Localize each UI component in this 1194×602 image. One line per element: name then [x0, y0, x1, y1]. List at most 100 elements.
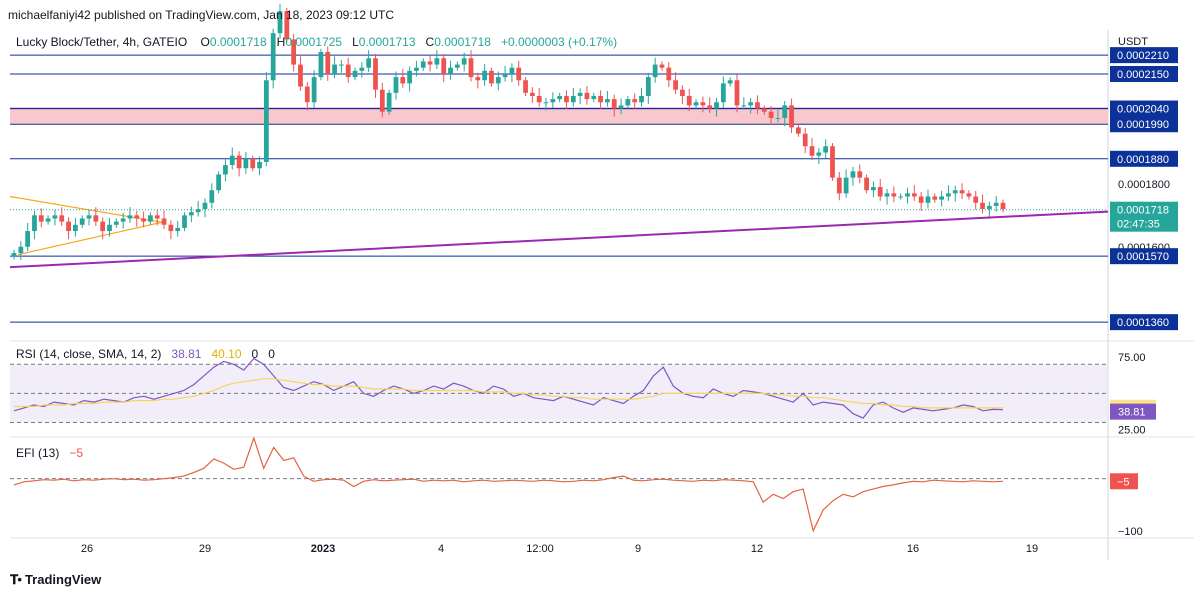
candle-body — [789, 105, 794, 128]
candle-body — [52, 215, 58, 219]
level-price-tag — [1110, 314, 1178, 331]
candle-body — [441, 58, 447, 74]
candle-body — [127, 215, 133, 219]
candle-body — [741, 105, 747, 107]
efi-value-tag — [1110, 473, 1138, 490]
candle-body — [816, 152, 822, 156]
high-value: 0.0001725 — [285, 35, 343, 49]
symbol-title[interactable]: Lucky Block/Tether, 4h, GATEIO — [16, 35, 188, 49]
candle-body — [625, 99, 631, 106]
time-tick-label: 26 — [81, 543, 93, 555]
low-label: L — [352, 35, 359, 49]
open-label: O — [200, 35, 210, 49]
level-price-label: 0.0002210 — [1117, 50, 1169, 62]
candle-body — [768, 111, 774, 118]
efi-legend[interactable]: EFI (13) −5 — [16, 446, 83, 460]
level-price-label: 0.0001360 — [1117, 317, 1169, 329]
candle-body — [836, 177, 842, 194]
efi-value-label: −5 — [1117, 476, 1130, 488]
candle-body — [550, 99, 556, 103]
candle-body — [25, 231, 31, 247]
candle-body — [891, 193, 897, 197]
candle-body — [454, 64, 460, 68]
candle-body — [448, 67, 453, 74]
candle-body — [134, 215, 140, 219]
candle-body — [795, 127, 801, 134]
rsi-legend-value: 38.81 — [171, 347, 202, 361]
candle-body — [755, 102, 760, 109]
candle-body — [209, 190, 215, 203]
triangle-lower-line — [17, 221, 163, 256]
rsi-legend-sma: 40.10 — [211, 347, 242, 361]
candle-body — [345, 64, 351, 78]
current-price-label: 0.0001718 — [1117, 205, 1169, 217]
candle-body — [823, 146, 829, 153]
candle-body — [86, 215, 92, 219]
candle-body — [304, 86, 310, 103]
candle-body — [591, 95, 597, 100]
rsi-legend[interactable]: RSI (14, close, SMA, 14, 2) 38.81 40.10 … — [16, 347, 275, 361]
candle-body — [93, 215, 99, 222]
candle-body — [79, 218, 85, 225]
candle-body — [673, 80, 678, 90]
high-label: H — [276, 35, 286, 49]
level-price-label: 0.0002150 — [1117, 69, 1169, 81]
candle-body — [529, 92, 535, 96]
candle-body — [407, 70, 412, 84]
candle-body — [434, 58, 440, 65]
level-price-tag — [1110, 116, 1178, 133]
candle-body — [605, 99, 610, 103]
candle-body — [100, 221, 106, 232]
candle-body — [120, 218, 126, 222]
candle-body — [18, 246, 24, 254]
currency-label: USDT — [1118, 36, 1148, 48]
publisher-info: michaelfaniyi42 published on TradingView… — [8, 8, 395, 22]
candle-body — [284, 11, 290, 40]
level-price-label: 0.0001990 — [1117, 119, 1169, 131]
candle-body — [72, 224, 78, 232]
candle-body — [148, 215, 153, 222]
candle-body — [645, 77, 651, 96]
trend-line — [9, 210, 1109, 269]
candle-body — [598, 95, 603, 103]
candle-body — [577, 92, 583, 96]
tradingview-branding[interactable]: 𝐓• TradingView — [10, 572, 101, 588]
candle-body — [925, 196, 931, 203]
candle-body — [973, 196, 979, 203]
candle-body — [195, 209, 201, 213]
change-value: +0.0000003 (+0.17%) — [500, 35, 618, 49]
rsi-value-label: 38.81 — [1118, 407, 1146, 419]
candle-body — [318, 51, 324, 78]
candle-body — [468, 58, 474, 78]
candle-body — [352, 70, 358, 78]
main-legend: Lucky Block/Tether, 4h, GATEIO O0.000171… — [16, 35, 617, 49]
candle-body — [898, 196, 904, 198]
candle-body — [489, 70, 494, 84]
open-value: 0.0001718 — [209, 35, 267, 49]
candle-body — [339, 64, 344, 66]
candle-body — [66, 221, 71, 232]
level-price-tag — [1110, 65, 1178, 82]
candle-body — [509, 67, 515, 74]
candle-body — [161, 218, 167, 225]
candle-body — [107, 224, 112, 232]
candle-body — [939, 196, 945, 200]
candle-body — [523, 80, 528, 93]
candle-body — [959, 190, 965, 194]
candle-body — [871, 187, 876, 191]
candle-body — [229, 155, 235, 166]
candle-body — [761, 108, 767, 112]
candle-body — [379, 89, 385, 112]
candle-body — [857, 171, 863, 178]
candle-body — [564, 95, 569, 103]
candle-body — [277, 11, 283, 34]
candle-body — [263, 80, 269, 162]
candle-body — [270, 33, 276, 81]
supply-zone — [10, 108, 1108, 125]
candle-body — [686, 95, 692, 106]
candle-body — [932, 196, 938, 200]
candle-body — [359, 67, 365, 71]
candle-body — [45, 218, 51, 222]
